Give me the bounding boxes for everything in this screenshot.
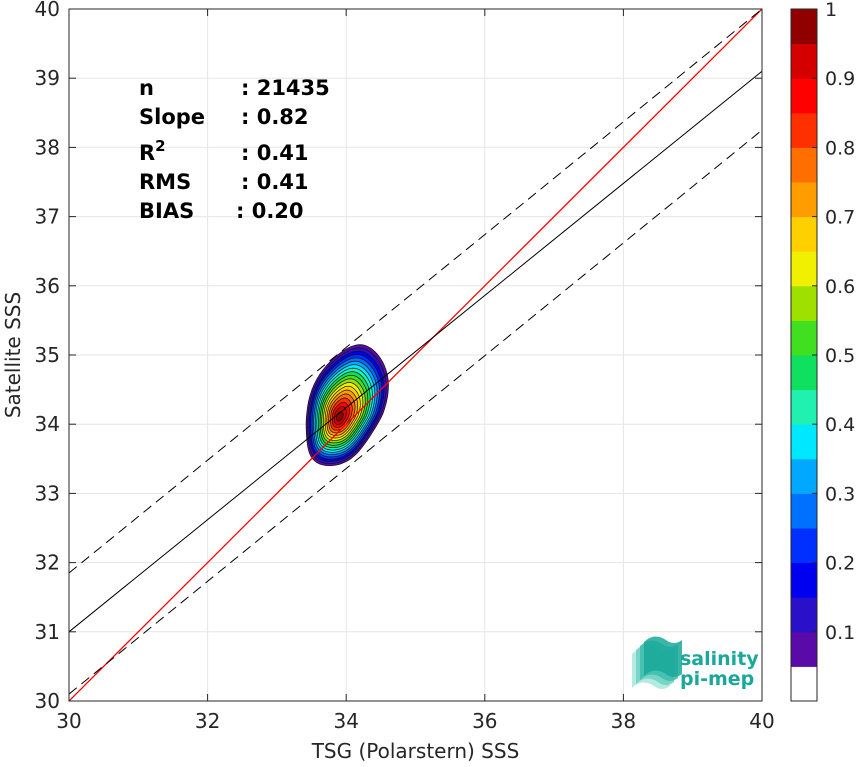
stat-label: R2 <box>139 137 166 165</box>
stat-superscript: 2 <box>155 137 165 155</box>
colorbar-segment <box>791 666 817 702</box>
colorbar-tick-label: 0.4 <box>825 414 855 436</box>
colorbar-tick-label: 0.1 <box>825 622 855 644</box>
colorbar-segment <box>791 389 817 425</box>
stat-value: : 0.20 <box>236 199 304 223</box>
colorbar-tick-label: 0.8 <box>825 137 855 159</box>
y-tick-label: 38 <box>35 135 60 159</box>
stat-label: n <box>139 76 154 100</box>
stat-label: Slope <box>139 105 205 129</box>
stat-label: RMS <box>139 170 191 194</box>
y-tick-label: 36 <box>35 274 60 298</box>
colorbar-segment <box>791 493 817 529</box>
stat-value: : 0.41 <box>241 141 309 165</box>
x-axis-ticks: 30 32 34 36 38 40 <box>56 9 775 733</box>
upper-bound-line <box>69 9 762 574</box>
y-tick-label: 32 <box>35 551 60 575</box>
colorbar-tick-label: 0.3 <box>825 483 855 505</box>
colorbar-segment <box>791 251 817 287</box>
x-tick-label: 40 <box>749 709 774 733</box>
y-tick-label: 30 <box>35 689 60 713</box>
y-axis-label: Satellite SSS <box>1 292 25 418</box>
x-tick-label: 38 <box>611 709 636 733</box>
stat-label: BIAS <box>139 199 194 223</box>
colorbar-segment <box>791 528 817 564</box>
colorbar-tick-label: 1 <box>825 0 837 21</box>
regression-line <box>69 70 762 633</box>
colorbar-segment <box>791 285 817 321</box>
colorbar-tick-label: 0.9 <box>825 68 855 90</box>
stat-value: : 0.82 <box>241 105 309 129</box>
y-tick-label: 37 <box>35 205 60 229</box>
colorbar-segment <box>791 458 817 494</box>
colorbar-segment <box>791 355 817 391</box>
colorbar-segment <box>791 182 817 218</box>
lower-bound-line <box>69 129 762 695</box>
logo-text-line1: salinity <box>680 648 759 670</box>
colorbar-segment <box>791 424 817 460</box>
x-axis-label: TSG (Polarstern) SSS <box>311 739 520 763</box>
colorbar-segment <box>791 112 817 148</box>
colorbar-segment <box>791 78 817 114</box>
colorbar-segment <box>791 147 817 183</box>
colorbar-segment <box>791 631 817 667</box>
colorbar-tick-label: 0.5 <box>825 345 855 367</box>
stat-value: : 0.41 <box>241 170 309 194</box>
colorbar-segment <box>791 320 817 356</box>
y-tick-label: 35 <box>35 343 60 367</box>
y-tick-label: 31 <box>35 620 60 644</box>
colorbar-segment <box>791 597 817 633</box>
logo-wave-icon <box>644 636 682 677</box>
y-tick-label: 39 <box>35 66 60 90</box>
y-axis-ticks: 30 31 32 33 34 35 36 37 38 39 40 <box>35 0 762 713</box>
y-tick-label: 40 <box>35 0 60 21</box>
colorbar: 0.1 0.2 0.3 0.4 0.5 0.6 0.7 0.8 0.9 1 <box>790 0 855 702</box>
stat-value: : 21435 <box>241 76 330 100</box>
reference-lines <box>69 9 762 701</box>
colorbar-segment <box>791 43 817 79</box>
x-tick-label: 34 <box>333 709 358 733</box>
colorbar-segment <box>791 9 817 45</box>
logo-text-line2: pi-mep <box>680 668 754 690</box>
x-tick-label: 32 <box>195 709 220 733</box>
colorbar-segment <box>791 562 817 598</box>
y-tick-label: 33 <box>35 481 60 505</box>
colorbar-segment <box>791 216 817 252</box>
stats-annotation: n : 21435 Slope : 0.82 R2 : 0.41 RMS : 0.41 BIAS… <box>139 76 330 223</box>
colorbar-tick-label: 0.6 <box>825 276 855 298</box>
y-tick-label: 34 <box>35 412 60 436</box>
x-tick-label: 36 <box>472 709 497 733</box>
identity-line <box>69 9 762 701</box>
x-tick-label: 30 <box>56 709 81 733</box>
colorbar-tick-label: 0.2 <box>825 553 855 575</box>
grid <box>69 9 762 701</box>
colorbar-tick-label: 0.7 <box>825 207 855 229</box>
